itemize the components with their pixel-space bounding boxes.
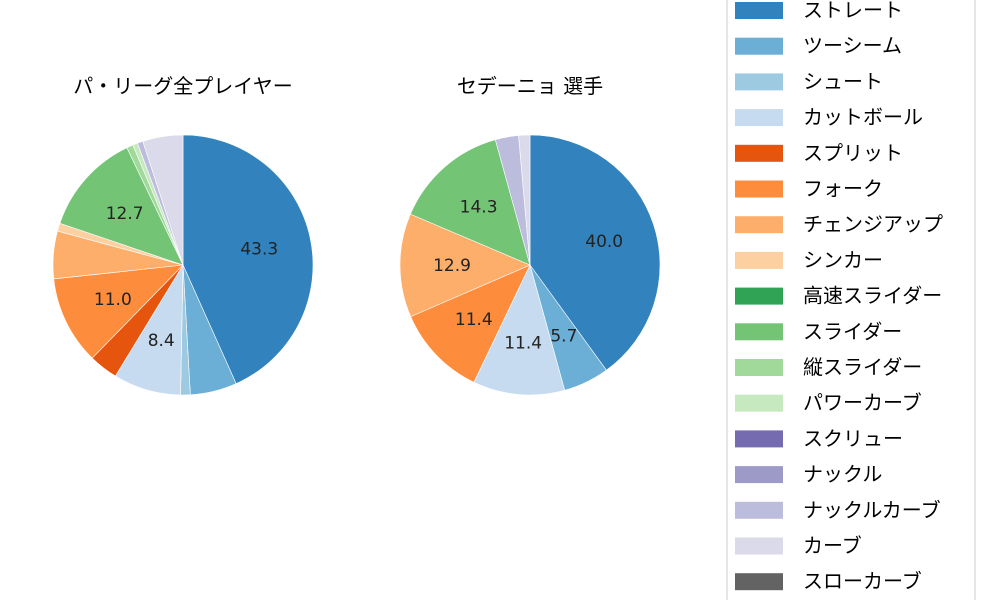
- legend-swatch: [735, 323, 783, 341]
- legend-swatch: [735, 109, 783, 127]
- legend-label: ナックル: [803, 462, 882, 486]
- legend-label: スプリット: [803, 141, 903, 165]
- slice-label: 11.0: [94, 290, 132, 310]
- legend-swatch: [735, 2, 783, 19]
- legend: ストレートツーシームシュートカットボールスプリットフォークチェンジアップシンカー…: [726, 0, 976, 604]
- legend-label: シンカー: [803, 248, 883, 272]
- pie-slice: [473, 264, 566, 396]
- pie-slice: [529, 134, 661, 371]
- legend-swatch: [735, 537, 783, 555]
- legend-label: 縦スライダー: [803, 355, 922, 379]
- pie-slice: [409, 139, 531, 266]
- slice-label: 14.3: [460, 197, 498, 217]
- pie-slice: [53, 264, 184, 359]
- legend-swatch: [735, 251, 783, 269]
- legend-label: 高速スライダー: [803, 284, 942, 308]
- legend-frame: [726, 0, 976, 604]
- pie-slice: [59, 147, 184, 266]
- pie-2: セデーニョ 選手 40.0 5.7 11.4 11.4 12.9 14.3: [399, 74, 661, 396]
- slice-label: 12.7: [106, 204, 144, 224]
- pie-slice: [142, 134, 184, 266]
- legend-label: ツーシーム: [803, 34, 902, 58]
- legend-label: スローカーブ: [803, 569, 922, 593]
- pie-slice: [399, 213, 531, 318]
- legend-label: フォーク: [803, 177, 883, 201]
- legend-swatch: [735, 466, 783, 484]
- pie-slice: [518, 134, 531, 266]
- legend-swatch: [735, 287, 783, 305]
- pie-title: パ・リーグ全プレイヤー: [73, 74, 292, 98]
- slice-label: 43.3: [240, 240, 278, 260]
- pie-1: パ・リーグ全プレイヤー 43.3 8.4 11.0 12.7: [52, 74, 314, 396]
- pie-slice: [182, 134, 314, 385]
- legend-swatch: [735, 216, 783, 234]
- slice-label: 5.7: [550, 326, 577, 346]
- legend-swatch: [735, 180, 783, 198]
- slice-label: 11.4: [455, 310, 493, 330]
- legend-swatch: [735, 394, 783, 412]
- legend-label: チェンジアップ: [803, 212, 943, 236]
- slice-label: 12.9: [433, 256, 471, 276]
- legend-swatch: [735, 144, 783, 162]
- legend-label: カーブ: [803, 534, 862, 558]
- legend-label: スクリュー: [803, 426, 903, 450]
- legend-label: ストレート: [803, 0, 903, 22]
- pie-slice: [410, 264, 531, 383]
- legend-swatch: [735, 37, 783, 55]
- slice-label: 11.4: [504, 334, 542, 354]
- legend-swatch: [735, 501, 783, 519]
- legend-label: パワーカーブ: [803, 391, 922, 415]
- legend-swatch: [735, 573, 783, 591]
- legend-label: カットボール: [803, 105, 923, 129]
- legend-swatch: [735, 359, 783, 376]
- legend-swatch: [735, 430, 783, 448]
- slice-label: 40.0: [585, 232, 623, 252]
- legend-label: ナックルカーブ: [803, 498, 941, 522]
- legend-label: シュート: [803, 69, 883, 93]
- pie-title: セデーニョ 選手: [457, 74, 603, 98]
- slice-label: 8.4: [148, 331, 175, 351]
- legend-swatch: [735, 73, 783, 91]
- legend-label: スライダー: [803, 319, 902, 343]
